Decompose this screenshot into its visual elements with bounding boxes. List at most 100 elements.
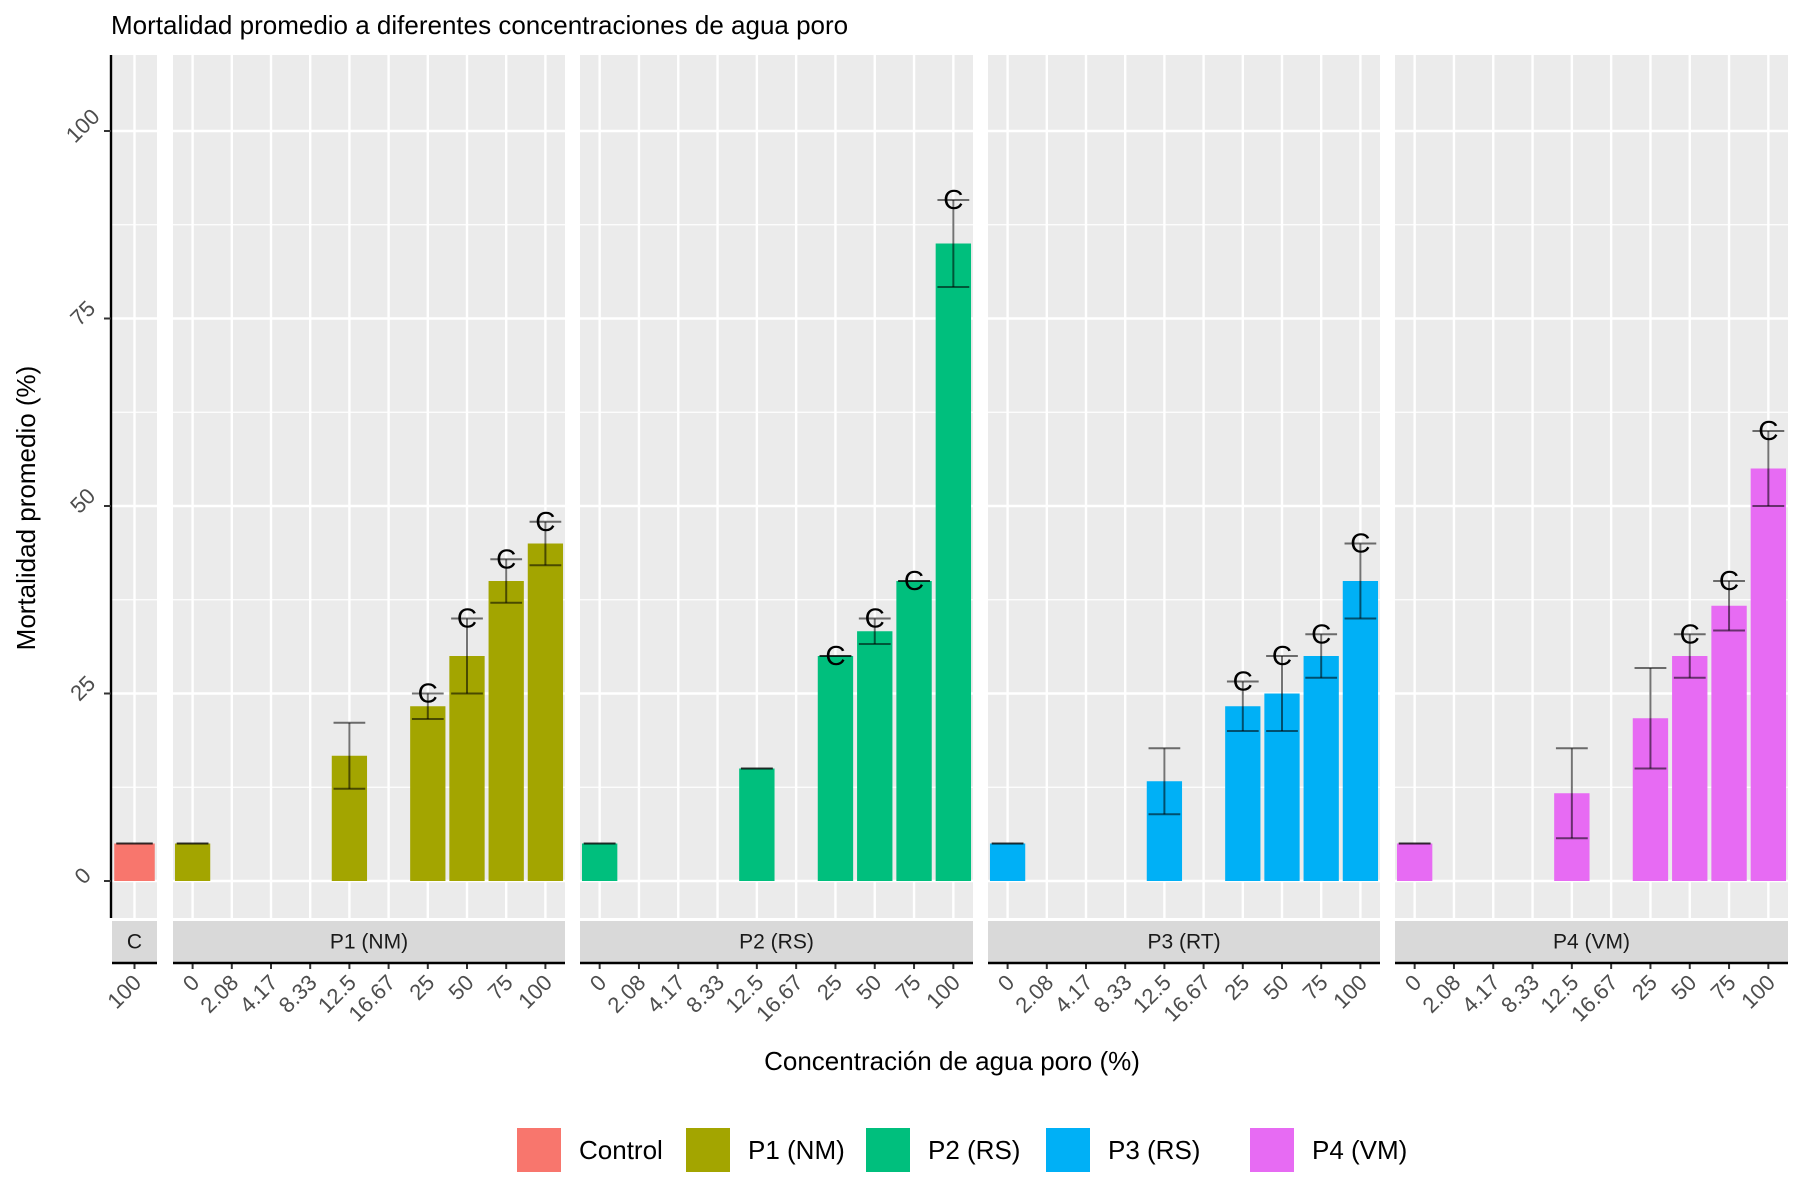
significance-label: C [1272,640,1292,671]
legend-swatch [517,1128,561,1172]
x-tick-label: 0 [178,970,204,996]
x-tick-label: 100 [102,970,146,1014]
x-tick-label: 8.33 [274,970,322,1018]
error-bar [333,721,366,790]
legend-item: P2 (RS) [866,1128,1020,1172]
x-tick-label: 16.67 [1159,970,1216,1027]
error-bar [451,617,483,695]
x-tick-label: 50 [1259,970,1294,1005]
significance-label: C [418,678,438,709]
x-tick-label: 75 [1706,970,1741,1005]
x-tick-label: 4.17 [1050,970,1098,1018]
panels: 100C02.084.178.3312.516.67C25C50C75C100P… [102,55,1788,1026]
x-tick-label: 4.17 [235,970,283,1018]
error-bar [1226,680,1259,732]
facet-strip [988,921,1380,962]
error-bar [529,520,562,567]
x-tick-label: 4.17 [1457,970,1505,1018]
x-tick-label: 50 [1666,970,1701,1005]
error-bar [1634,667,1667,770]
y-axis-label: Mortalidad promedio (%) [11,366,41,651]
error-bar [411,692,444,720]
bar [114,843,155,881]
facet-strip-label: P4 (VM) [1553,931,1630,954]
x-tick-label: 25 [1627,970,1662,1005]
y-axis: 0 25 50 75 100 [61,55,113,918]
error-bar [1713,580,1745,632]
x-tick-label: 100 [1736,970,1780,1014]
significance-label: C [904,565,924,596]
legend-label: P3 (RS) [1108,1135,1200,1165]
bar [1342,581,1379,881]
bar [1672,656,1708,881]
bar [488,581,524,881]
bar [857,631,893,881]
bar [1225,706,1261,881]
y-tick-label: 75 [65,296,100,331]
significance-label: C [535,506,555,537]
x-tick-label: 0 [585,970,611,996]
x-tick-label: 8.33 [681,970,729,1018]
legend-label: P4 (VM) [1312,1135,1407,1165]
x-tick-label: 16.67 [751,970,808,1027]
x-tick-label: 25 [1219,970,1254,1005]
x-tick-label: 75 [891,970,926,1005]
x-tick-label: 16.67 [344,970,401,1027]
legend-label: P1 (NM) [748,1135,845,1165]
x-tick-label: 25 [812,970,847,1005]
x-tick-label: 100 [1328,970,1372,1014]
significance-label: C [1719,565,1739,596]
legend: Control P1 (NM) P2 (RS) P3 (RS) P4 (VM) [517,1128,1407,1172]
legend-label: Control [579,1135,663,1165]
facet-strip [173,921,565,962]
bar [1303,656,1339,881]
facet-strip [580,921,973,962]
x-tick-label: 2.08 [1418,970,1466,1018]
bar [935,243,972,881]
x-tick-label: 4.17 [642,970,690,1018]
x-tick-label: 100 [921,970,965,1014]
error-bar [490,558,523,604]
significance-label: C [1758,415,1778,446]
x-tick-label: 75 [483,970,518,1005]
legend-swatch [1046,1128,1090,1172]
x-tick-label: 8.33 [1496,970,1544,1018]
facet-strip-label: P1 (NM) [330,931,408,954]
x-tick-label: 50 [444,970,479,1005]
y-tick-label: 50 [65,483,100,518]
significance-label: C [496,543,516,574]
bar [1750,468,1787,881]
error-bar [1148,747,1181,816]
error-bar [1752,430,1785,507]
legend-label: P2 (RS) [928,1135,1020,1165]
x-tick-label: 25 [404,970,439,1005]
error-bar [1305,633,1338,679]
legend-item: P3 (RS) [1046,1128,1200,1172]
error-bar [937,199,970,288]
x-axis-label: Concentración de agua poro (%) [764,1046,1140,1076]
bar [174,843,211,881]
y-tick-label: 0 [70,863,96,889]
error-bar [1555,747,1588,840]
legend-swatch [686,1128,730,1172]
significance-label: C [1350,528,1370,559]
y-tick-label: 25 [65,671,100,706]
chart-title: Mortalidad promedio a diferentes concent… [111,10,848,40]
legend-item: Control [517,1128,663,1172]
bar [989,843,1026,881]
error-bar [1266,655,1298,732]
significance-label: C [1311,618,1331,649]
legend-swatch [866,1128,910,1172]
bar [896,581,932,881]
bar [1396,843,1433,881]
bar [1711,605,1747,881]
x-tick-label: 2.08 [195,970,243,1018]
significance-label: C [1233,666,1253,697]
error-bar [858,617,891,645]
x-tick-label: 8.33 [1089,970,1137,1018]
facet-strip [1395,921,1788,962]
